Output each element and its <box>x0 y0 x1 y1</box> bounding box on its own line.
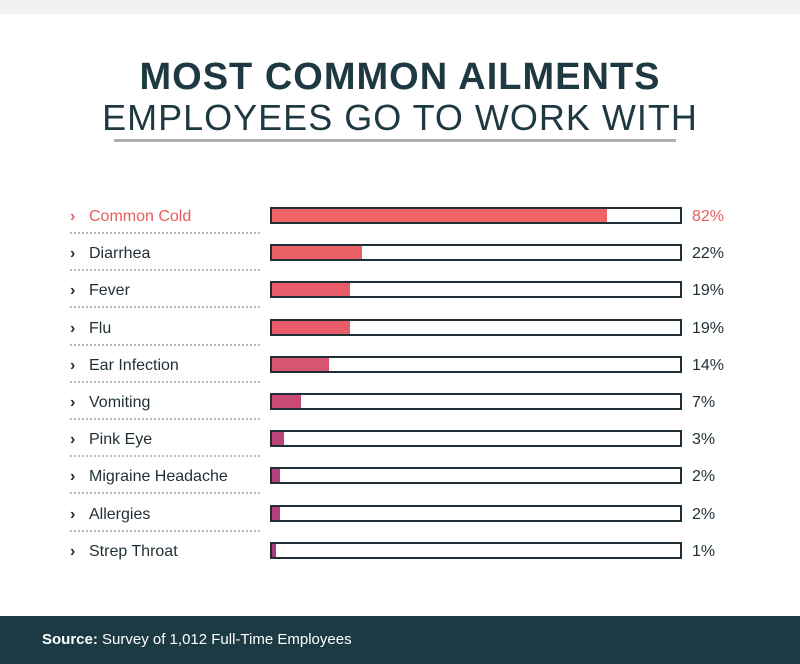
chart-row: › Flu 19% <box>0 310 800 347</box>
bar-track <box>270 393 682 410</box>
chevron-right-icon: › <box>70 431 76 449</box>
chart-row: › Fever 19% <box>0 272 800 309</box>
chart-row: › Migraine Headache 2% <box>0 458 800 495</box>
value-label: 2% <box>692 468 716 486</box>
row-divider <box>70 306 260 309</box>
bar-track <box>270 281 682 299</box>
chart-row: › Strep Throat 1% <box>0 533 800 570</box>
bar <box>272 432 285 446</box>
chevron-right-icon: › <box>70 208 76 225</box>
category-label: Vomiting <box>89 394 151 411</box>
title-underline <box>114 139 676 142</box>
bar-track <box>270 207 682 224</box>
category-label: Fever <box>89 282 130 300</box>
value-label: 3% <box>692 431 716 449</box>
chevron-right-icon: › <box>70 542 76 560</box>
row-divider <box>70 455 260 458</box>
chart-row: › Pink Eye 3% <box>0 421 800 458</box>
chevron-right-icon: › <box>70 356 76 374</box>
chart-row: › Ear Infection 14% <box>0 347 800 384</box>
bar-track <box>270 467 682 485</box>
bar <box>272 320 350 334</box>
bar-chart: › Common Cold 82% › Diarrhea 22% › Fever 19% › Flu… <box>0 198 800 570</box>
footer-bar: Source: Survey of 1,012 Full-Time Employ… <box>0 616 800 664</box>
chart-title-line1: MOST COMMON AILMENTS <box>139 56 661 98</box>
top-band <box>0 0 800 14</box>
row-divider <box>70 232 260 234</box>
chart-row: › Allergies 2% <box>0 496 800 533</box>
bar <box>272 506 281 520</box>
value-label: 22% <box>692 245 725 263</box>
chevron-right-icon: › <box>70 319 76 337</box>
bar-track <box>270 504 682 522</box>
row-divider <box>70 529 260 532</box>
bar-track <box>270 318 682 336</box>
bar <box>272 357 330 371</box>
chevron-right-icon: › <box>70 282 76 300</box>
source-text: Survey of 1,012 Full-Time Employees <box>102 631 352 648</box>
source-note: Source: Survey of 1,012 Full-Time Employ… <box>42 616 352 664</box>
value-label: 19% <box>692 282 725 300</box>
category-label: Migraine Headache <box>89 468 228 486</box>
category-label: Flu <box>89 319 112 337</box>
bar <box>272 209 607 222</box>
bar-track <box>270 541 682 559</box>
chart-row: › Diarrhea 22% <box>0 235 800 272</box>
category-label: Ear Infection <box>89 356 179 374</box>
bar <box>272 246 362 260</box>
bar <box>272 283 350 297</box>
bar-track <box>270 430 682 448</box>
chevron-right-icon: › <box>70 245 76 263</box>
value-label: 2% <box>692 505 716 523</box>
row-divider <box>70 380 260 383</box>
chevron-right-icon: › <box>70 394 76 411</box>
category-label: Diarrhea <box>89 245 151 263</box>
bar <box>272 543 277 557</box>
row-divider <box>70 343 260 346</box>
category-label: Strep Throat <box>89 542 178 560</box>
bar-track <box>270 355 682 373</box>
chevron-right-icon: › <box>70 505 76 523</box>
row-divider <box>70 492 260 495</box>
row-divider <box>70 418 260 420</box>
category-label: Common Cold <box>89 208 192 225</box>
value-label: 1% <box>692 542 716 560</box>
chart-row: › Common Cold 82% <box>0 198 800 235</box>
value-label: 19% <box>692 319 725 337</box>
value-label: 14% <box>692 356 725 374</box>
category-label: Pink Eye <box>89 431 153 449</box>
chart-row: › Vomiting 7% <box>0 384 800 421</box>
bar-track <box>270 244 682 262</box>
category-label: Allergies <box>89 505 151 523</box>
row-divider <box>70 269 260 272</box>
chevron-right-icon: › <box>70 468 76 486</box>
bar <box>272 395 301 408</box>
source-label: Source: <box>42 631 98 648</box>
value-label: 82% <box>692 208 725 225</box>
bar <box>272 469 281 483</box>
chart-title-line2: EMPLOYEES GO TO WORK WITH <box>102 97 698 138</box>
value-label: 7% <box>692 394 716 411</box>
